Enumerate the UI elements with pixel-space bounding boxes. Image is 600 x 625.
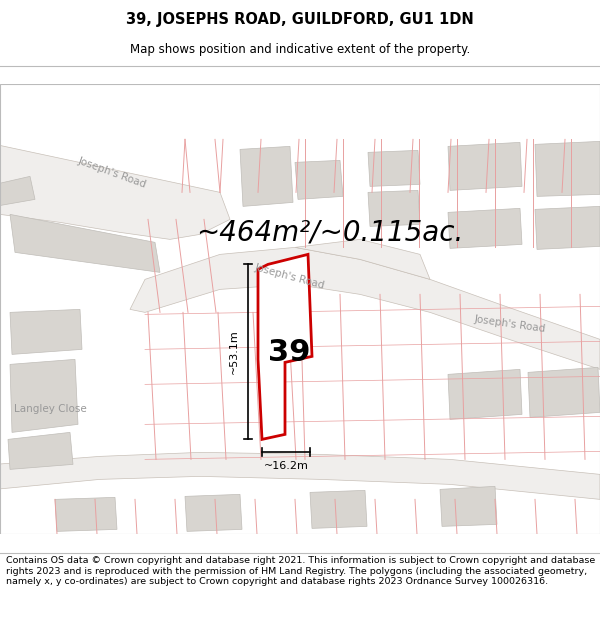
Polygon shape [55,498,117,531]
Polygon shape [240,146,293,206]
Polygon shape [10,309,82,354]
Text: Joseph's Road: Joseph's Road [76,156,148,189]
Polygon shape [10,359,78,432]
Text: 39, JOSEPHS ROAD, GUILDFORD, GU1 1DN: 39, JOSEPHS ROAD, GUILDFORD, GU1 1DN [126,12,474,27]
Text: Contains OS data © Crown copyright and database right 2021. This information is : Contains OS data © Crown copyright and d… [6,556,595,586]
Polygon shape [8,432,73,469]
Polygon shape [368,151,420,186]
Polygon shape [185,494,242,531]
Polygon shape [535,141,600,196]
Polygon shape [448,142,522,191]
Text: Joseph's Road: Joseph's Road [254,262,326,291]
Polygon shape [0,176,35,206]
Text: Langley Close: Langley Close [14,404,86,414]
Polygon shape [295,161,343,199]
Polygon shape [130,248,600,369]
Polygon shape [448,208,522,248]
Polygon shape [440,486,497,526]
Text: Map shows position and indicative extent of the property.: Map shows position and indicative extent… [130,42,470,56]
Polygon shape [535,206,600,249]
Polygon shape [0,144,230,239]
Polygon shape [0,452,600,499]
Text: ~53.1m: ~53.1m [229,329,239,374]
Polygon shape [448,369,522,419]
Polygon shape [528,368,600,418]
Text: Joseph's Road: Joseph's Road [473,314,547,334]
Polygon shape [368,191,420,226]
Polygon shape [310,491,367,528]
Polygon shape [10,214,160,272]
Text: ~464m²/~0.115ac.: ~464m²/~0.115ac. [196,218,464,246]
Polygon shape [258,254,312,439]
Text: 39: 39 [268,338,311,367]
Polygon shape [295,239,430,279]
Text: ~16.2m: ~16.2m [263,461,308,471]
